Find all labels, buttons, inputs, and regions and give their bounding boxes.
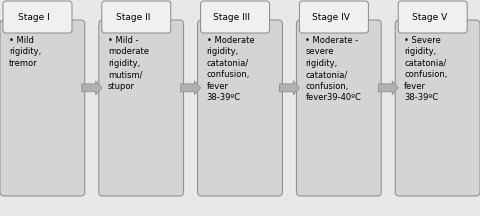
- FancyBboxPatch shape: [201, 1, 270, 33]
- Text: Stage IV: Stage IV: [312, 13, 349, 22]
- Polygon shape: [82, 81, 102, 95]
- FancyBboxPatch shape: [3, 1, 72, 33]
- Text: • Moderate
rigidity,
catatonia/
confusion,
fever
38-39ºC: • Moderate rigidity, catatonia/ confusio…: [206, 36, 254, 102]
- Text: Stage II: Stage II: [116, 13, 150, 22]
- Text: Stage I: Stage I: [18, 13, 50, 22]
- Text: • Severe
rigidity,
catatonia/
confusion,
fever
38-39ºC: • Severe rigidity, catatonia/ confusion,…: [404, 36, 447, 102]
- Text: • Moderate -
severe
rigidity,
catatonia/
confusion,
fever39-40ºC: • Moderate - severe rigidity, catatonia/…: [305, 36, 361, 102]
- FancyBboxPatch shape: [0, 20, 85, 196]
- FancyBboxPatch shape: [296, 20, 381, 196]
- FancyBboxPatch shape: [198, 20, 282, 196]
- FancyBboxPatch shape: [398, 1, 467, 33]
- FancyBboxPatch shape: [300, 1, 368, 33]
- Text: Stage III: Stage III: [214, 13, 251, 22]
- FancyBboxPatch shape: [99, 20, 183, 196]
- Polygon shape: [378, 81, 398, 95]
- FancyBboxPatch shape: [102, 1, 171, 33]
- Polygon shape: [279, 81, 300, 95]
- Text: • Mild
rigidity,
tremor: • Mild rigidity, tremor: [9, 36, 41, 68]
- Text: Stage V: Stage V: [412, 13, 447, 22]
- Polygon shape: [180, 81, 201, 95]
- Text: • Mild -
moderate
rigidity,
mutism/
stupor: • Mild - moderate rigidity, mutism/ stup…: [108, 36, 149, 91]
- FancyBboxPatch shape: [395, 20, 480, 196]
